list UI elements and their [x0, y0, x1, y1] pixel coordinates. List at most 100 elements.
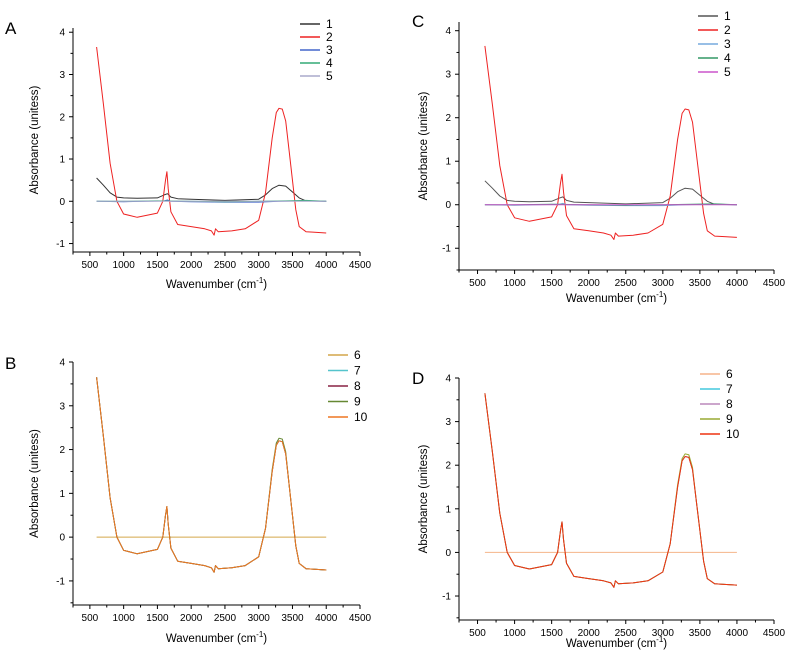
legend-label-3: 3 [724, 37, 731, 51]
y-tick-label: -1 [442, 244, 451, 255]
y-tick-label: 2 [59, 445, 65, 456]
panel-letter: D [412, 369, 424, 388]
series-line-10 [484, 393, 737, 588]
legend-label-8: 8 [354, 379, 361, 393]
x-tick-label: 3000 [248, 613, 271, 624]
y-tick-label: 3 [445, 417, 451, 428]
series-line-8 [484, 393, 737, 588]
x-tick-label: 3500 [689, 278, 712, 289]
y-tick-label: 0 [59, 197, 65, 208]
legend-label-4: 4 [724, 51, 731, 65]
x-tick-label: 3000 [652, 278, 675, 289]
y-tick-label: 3 [59, 401, 65, 412]
x-axis-title: Wavenumber (cm-1) [166, 276, 267, 291]
x-tick-label: 500 [82, 613, 99, 624]
y-tick-label: 1 [445, 157, 451, 168]
x-tick-label: 2000 [578, 278, 601, 289]
x-tick-label: 4000 [315, 613, 338, 624]
y-axis-title: Absorbance (unitess) [418, 91, 430, 200]
x-tick-label: 1500 [541, 278, 564, 289]
x-axis-title: Wavenumber (cm-1) [566, 290, 667, 305]
x-tick-label: 2500 [615, 628, 638, 639]
legend-label-3: 3 [326, 43, 333, 57]
x-tick-label: 4500 [349, 260, 372, 271]
x-tick-label: 2500 [214, 613, 237, 624]
x-tick-label: 2000 [578, 628, 601, 639]
x-tick-label: 500 [469, 628, 486, 639]
panel-d: D 500 1000 1500 2000 2500 3000 3500 4000 4500 -1 0 1… [412, 367, 786, 650]
y-tick-label: 2 [445, 461, 451, 472]
x-tick-label: 500 [82, 260, 99, 271]
legend-label-5: 5 [724, 65, 731, 79]
panel-b: B 500 1000 1500 2000 2500 3000 3500 4000 4500 -1 0 1… [5, 348, 372, 645]
y-axis-title: Absorbance (unitess) [418, 444, 430, 553]
x-tick-label: 1000 [503, 278, 526, 289]
y-tick-label: 1 [445, 504, 451, 515]
series-line-1 [484, 180, 737, 206]
x-tick-label: 4500 [349, 613, 372, 624]
y-tick-label: 4 [445, 26, 451, 37]
x-tick-label: 4500 [763, 278, 786, 289]
x-axis-title: Wavenumber (cm-1) [566, 635, 667, 650]
legend-label-7: 7 [726, 382, 733, 396]
y-tick-label: 2 [445, 113, 451, 124]
series-line-7 [96, 377, 327, 573]
x-tick-label: 1000 [113, 613, 136, 624]
y-tick-label: 4 [59, 28, 65, 39]
legend-label-9: 9 [354, 395, 361, 409]
x-tick-label: 1500 [541, 628, 564, 639]
panel-c: C 500 1000 1500 2000 2500 3000 3500 4000 4500 -1 0 1… [412, 9, 786, 305]
y-tick-label: 0 [445, 548, 451, 559]
legend-label-1: 1 [326, 17, 333, 31]
y-axis-title: Absorbance (unitess) [29, 429, 41, 538]
y-tick-label: 0 [59, 533, 65, 544]
x-tick-label: 500 [469, 278, 486, 289]
series-line-10 [96, 377, 327, 573]
legend-label-1: 1 [724, 9, 731, 23]
x-tick-label: 1500 [146, 613, 169, 624]
x-tick-label: 2500 [615, 278, 638, 289]
legend-label-2: 2 [724, 23, 731, 37]
x-tick-label: 3000 [652, 628, 675, 639]
x-tick-label: 4000 [315, 260, 338, 271]
series-line-9 [96, 377, 327, 573]
series-line-1 [96, 177, 327, 202]
y-tick-label: 4 [59, 358, 65, 369]
y-tick-label: -1 [442, 592, 451, 603]
x-tick-label: 3500 [281, 260, 304, 271]
x-axis-title: Wavenumber (cm-1) [166, 630, 267, 645]
x-tick-label: 1000 [503, 628, 526, 639]
series-line-7 [484, 393, 737, 588]
x-tick-label: 1500 [146, 260, 169, 271]
y-tick-label: 1 [59, 155, 65, 166]
legend-label-2: 2 [326, 30, 333, 44]
legend-label-10: 10 [726, 427, 740, 441]
panel-letter: B [5, 354, 16, 373]
x-tick-label: 2500 [214, 260, 237, 271]
series-line-2 [96, 46, 327, 236]
panel-letter: A [5, 19, 17, 38]
x-tick-label: 3500 [281, 613, 304, 624]
legend-label-4: 4 [326, 56, 333, 70]
legend-label-10: 10 [354, 410, 368, 424]
legend-label-7: 7 [354, 364, 361, 378]
series-line-8 [96, 377, 327, 573]
y-axis-title: Absorbance (unitess) [29, 85, 41, 194]
legend-label-6: 6 [726, 367, 733, 381]
x-tick-label: 4500 [763, 628, 786, 639]
legend-label-6: 6 [354, 348, 361, 362]
x-tick-label: 2000 [180, 613, 203, 624]
y-tick-label: 2 [59, 112, 65, 123]
x-tick-label: 4000 [726, 628, 749, 639]
x-tick-label: 2000 [180, 260, 203, 271]
y-tick-label: 3 [445, 70, 451, 81]
y-tick-label: -1 [56, 576, 65, 587]
y-tick-label: -1 [56, 239, 65, 250]
panel-a: A 500 1000 1500 2000 2500 3000 3500 4000 4500 -1 0 1… [5, 17, 372, 291]
y-tick-label: 3 [59, 70, 65, 81]
x-tick-label: 4000 [726, 278, 749, 289]
legend-label-9: 9 [726, 412, 733, 426]
legend-label-5: 5 [326, 69, 333, 83]
series-line-9 [484, 393, 737, 588]
